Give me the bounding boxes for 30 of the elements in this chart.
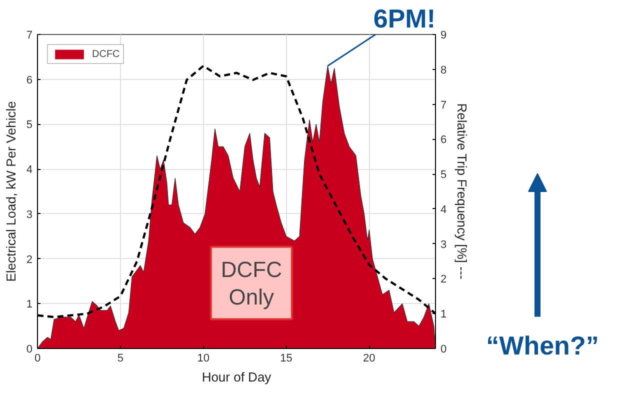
y2-tick-label: 1 xyxy=(440,308,447,321)
y2-tick-label: 9 xyxy=(440,30,447,42)
y-tick-label: 1 xyxy=(26,298,33,311)
y2-axis-title: Relative Trip Frequency [%] --- xyxy=(454,103,470,280)
x-tick-label: 0 xyxy=(34,352,41,364)
x-axis-title: Hour of Day xyxy=(202,370,272,384)
text: “When?” xyxy=(486,330,599,360)
y-tick-label: 7 xyxy=(26,30,33,42)
y-tick-label: 0 xyxy=(26,344,33,356)
y2-tick-label: 0 xyxy=(440,344,447,356)
legend-label: DCFC xyxy=(92,48,120,60)
y2-tick-label: 2 xyxy=(440,274,447,286)
x-tick-label: 10 xyxy=(197,352,210,364)
y-tick-label: 3 xyxy=(26,208,33,221)
y-tick-label: 5 xyxy=(26,119,33,132)
x-tick-label: 15 xyxy=(280,352,292,364)
x-tick-label: 20 xyxy=(363,352,376,364)
y-axis-title: Electrical Load, kW Per Vehicle xyxy=(3,101,18,282)
y2-tick-label: 5 xyxy=(440,169,447,182)
y2-tick-label: 3 xyxy=(440,238,447,251)
y2-tick-label: 7 xyxy=(440,99,447,112)
y2-tick-label: 8 xyxy=(440,64,447,76)
y2-tick-label: 4 xyxy=(440,204,447,216)
x-tick-label: 5 xyxy=(117,352,124,364)
y-tick-label: 4 xyxy=(26,164,33,176)
y2-tick-label: 6 xyxy=(440,134,447,146)
annotation: DCFC Only xyxy=(220,256,282,310)
y-tick-label: 2 xyxy=(26,254,33,266)
annotation: 6PM! xyxy=(373,4,436,34)
y-tick-label: 6 xyxy=(26,74,33,86)
